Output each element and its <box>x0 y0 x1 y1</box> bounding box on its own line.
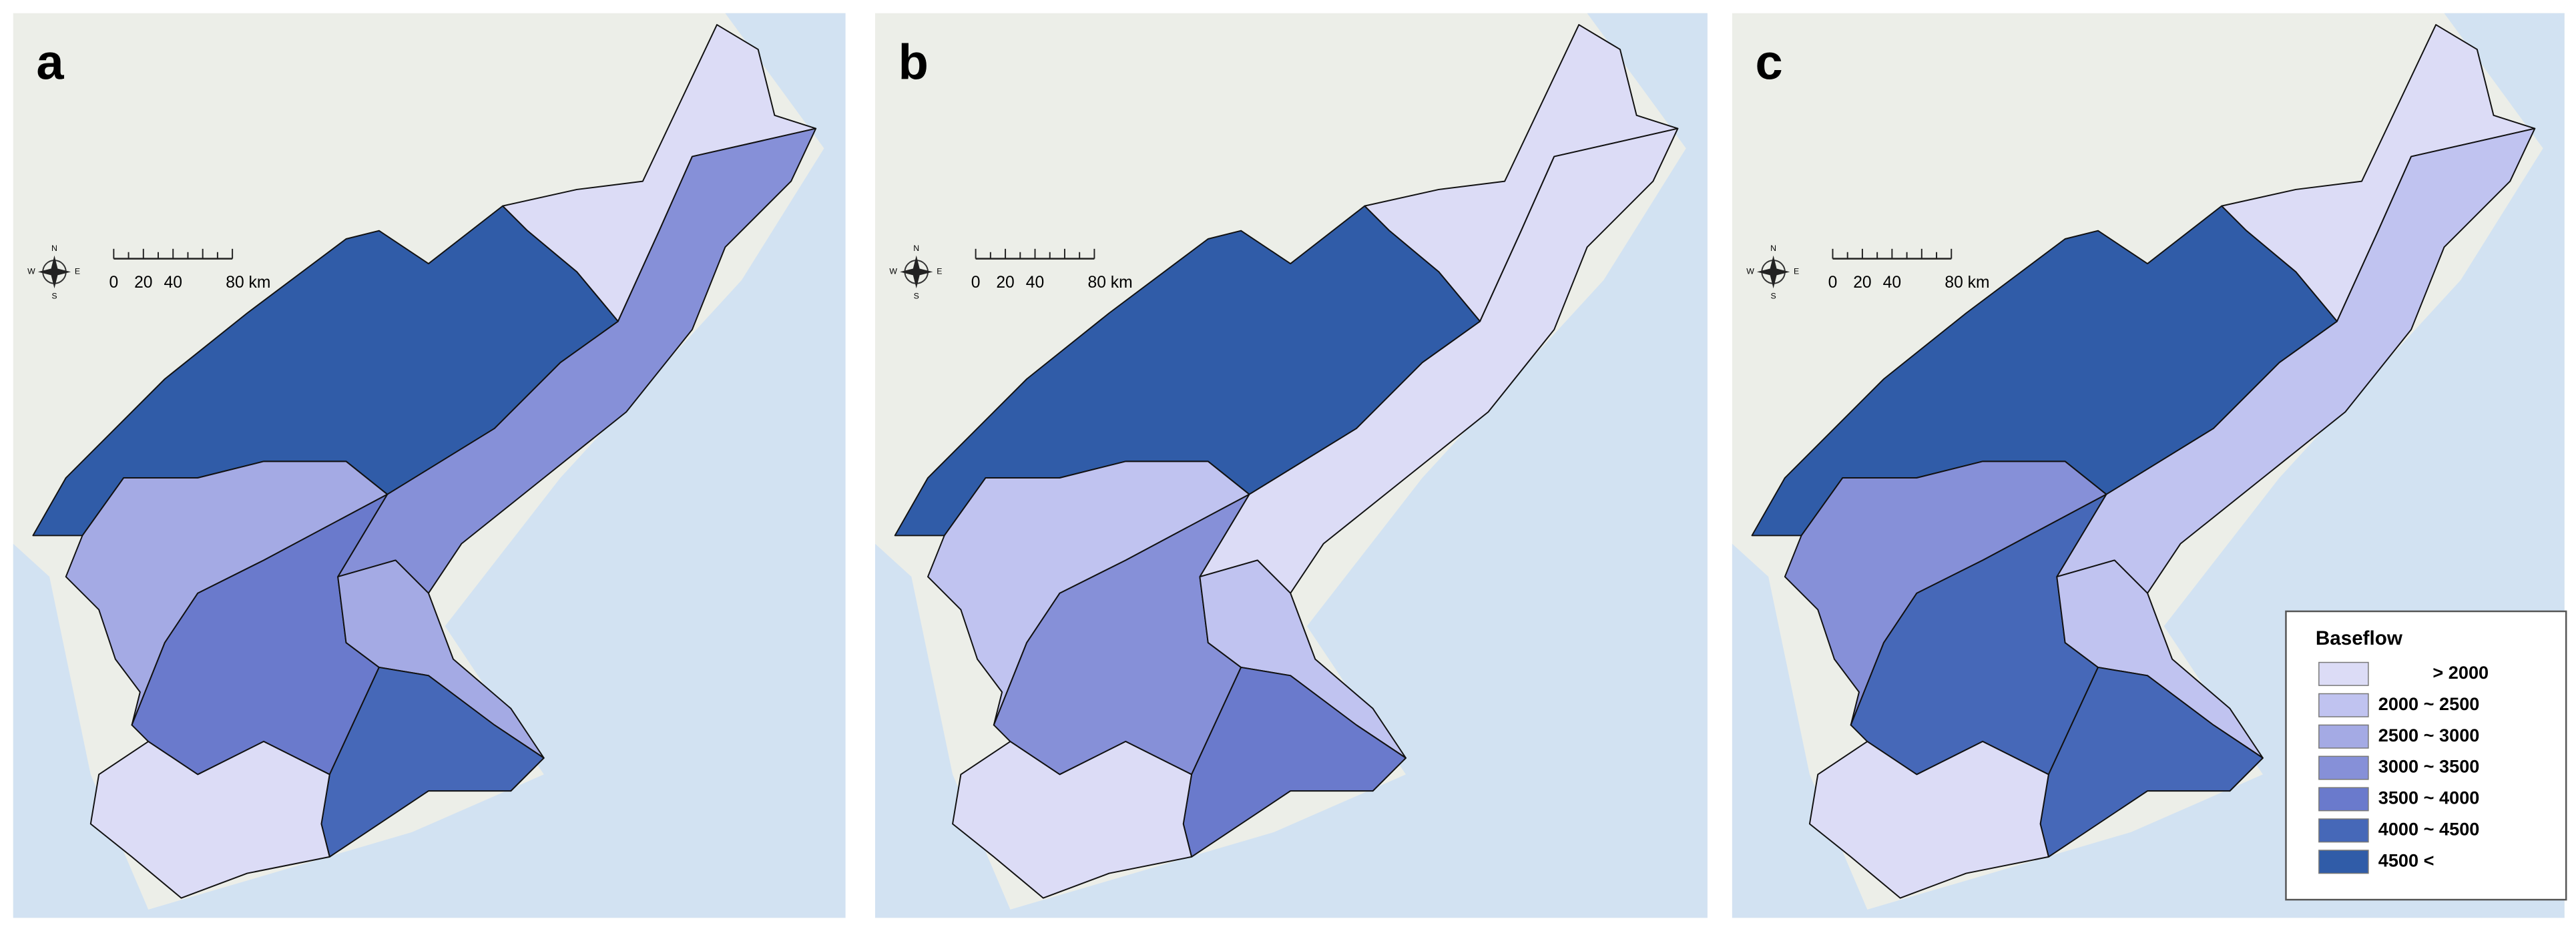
legend-swatch <box>2318 755 2369 780</box>
compass-star <box>37 255 71 289</box>
legend-label: 3000 ~ 3500 <box>2378 756 2480 777</box>
region <box>952 741 1193 899</box>
legend-swatch <box>2318 661 2369 686</box>
legend-swatch <box>2318 693 2369 717</box>
scale-label: 80 km <box>226 274 270 292</box>
scale-label: 20 <box>134 274 152 292</box>
legend-label: 4000 ~ 4500 <box>2378 819 2480 840</box>
compass-n: N <box>1770 244 1776 253</box>
scale-label: 80 km <box>1945 274 1989 292</box>
region <box>1808 741 2049 899</box>
panel-label: a <box>36 34 64 89</box>
compass-s: S <box>51 292 57 301</box>
compass-w: W <box>27 267 35 276</box>
compass-s: S <box>1770 292 1776 301</box>
scale-label: 40 <box>1026 274 1044 292</box>
compass-w: W <box>1746 267 1754 276</box>
scale-label: 20 <box>996 274 1014 292</box>
compass-star <box>1756 255 1790 289</box>
region <box>89 741 330 899</box>
legend-swatch <box>2318 818 2369 843</box>
scale-label: 0 <box>1828 274 1838 292</box>
legend-label: > 2000 <box>2432 662 2489 683</box>
map-panel: b N S E W 0 20 40 80 km <box>875 13 1708 918</box>
legend-label: 2000 ~ 2500 <box>2378 693 2480 714</box>
compass-e: E <box>75 267 80 276</box>
legend-swatch <box>2318 850 2369 874</box>
sea <box>13 13 846 918</box>
scale-label: 80 km <box>1088 274 1133 292</box>
compass-n: N <box>913 244 919 253</box>
legend-swatch <box>2318 787 2369 812</box>
scale-label: 0 <box>109 274 118 292</box>
compass-w: W <box>889 267 897 276</box>
compass-star <box>900 255 933 289</box>
compass-s: S <box>914 292 919 301</box>
legend-title: Baseflow <box>2316 627 2403 649</box>
panel-label: c <box>1755 34 1782 89</box>
compass-e: E <box>937 267 942 276</box>
compass-e: E <box>1794 267 1799 276</box>
scale-label: 0 <box>971 274 981 292</box>
scale-label: 40 <box>1883 274 1901 292</box>
scale-label: 40 <box>164 274 182 292</box>
sea <box>875 13 1708 918</box>
legend: Baseflow > 2000 2000 ~ 2500 2500 ~ 3000 3000… <box>2285 610 2567 901</box>
compass-n: N <box>51 244 57 253</box>
map-panel: a N S E W 0 20 40 80 km <box>13 13 846 918</box>
legend-swatch <box>2318 724 2369 749</box>
legend-label: 2500 ~ 3000 <box>2378 725 2480 745</box>
legend-label: 4500 < <box>2378 850 2434 870</box>
panel-label: b <box>898 34 929 89</box>
scale-label: 20 <box>1853 274 1871 292</box>
legend-label: 3500 ~ 4000 <box>2378 788 2480 808</box>
